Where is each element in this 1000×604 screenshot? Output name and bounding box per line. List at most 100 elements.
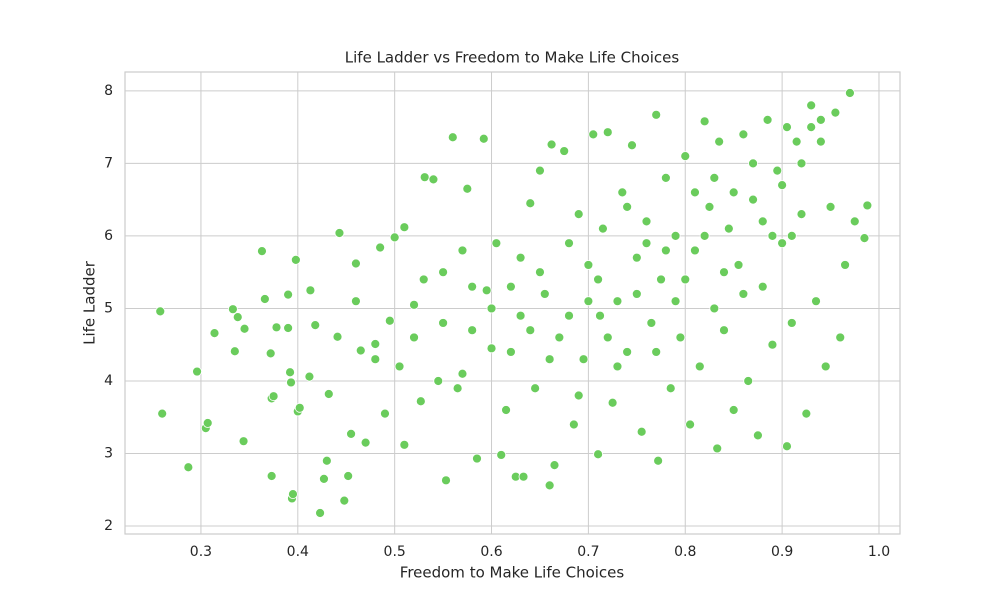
y-tick-label: 7 [104,155,113,171]
point [457,368,468,379]
point [627,140,637,151]
point [415,396,426,407]
x-tick-label: 1.0 [868,544,890,560]
point [777,238,788,249]
point [564,310,574,321]
point [339,495,350,506]
point [259,294,270,304]
point [573,209,584,220]
point [183,462,194,473]
point [441,475,451,486]
point [825,202,836,212]
point [791,136,802,147]
point [535,267,545,278]
point [762,114,773,125]
point [712,443,723,454]
point [496,450,507,460]
point [680,274,691,285]
point [636,426,647,437]
point [428,174,439,185]
point [578,354,589,365]
point [266,471,277,481]
x-tick-label: 0.6 [480,544,502,560]
point [268,391,279,402]
point [782,122,792,133]
point [315,508,325,518]
point [564,238,574,249]
point [452,383,463,394]
point [370,354,381,365]
point [265,348,276,359]
point [622,202,633,212]
point [399,222,410,233]
point [228,304,238,315]
point [815,114,826,125]
point [835,332,846,343]
point [321,455,332,466]
point [568,419,579,430]
point [738,129,749,140]
point [238,436,249,447]
point [583,296,594,307]
point [612,361,623,372]
point [651,109,662,120]
point [202,418,213,428]
point [486,303,497,314]
point [501,405,511,415]
point [786,231,797,241]
point [602,332,613,343]
point [653,455,664,466]
point [283,323,294,333]
point [257,246,267,257]
point [845,88,855,98]
point [355,345,366,356]
point [380,408,390,419]
point [346,429,356,439]
point [283,289,294,300]
point [472,453,482,464]
point [806,122,817,133]
point [394,361,405,372]
point [332,331,343,342]
point [491,238,502,249]
point [748,158,758,169]
point [690,245,700,256]
point [419,172,430,183]
point [481,285,492,296]
point [457,245,468,256]
point [670,231,681,241]
x-tick-label: 0.4 [287,544,309,560]
point [360,437,371,448]
point [862,200,873,211]
point [506,281,516,292]
point [815,136,826,147]
point [651,347,662,357]
point [447,132,458,143]
point [486,343,497,354]
x-tick-label: 0.8 [674,544,696,560]
point [840,260,850,270]
point [418,274,429,285]
point [559,146,570,156]
point [719,267,729,278]
point [334,228,345,238]
x-tick-label: 0.5 [384,544,406,560]
point [598,223,608,234]
point [343,471,354,481]
point [399,439,410,450]
point [665,383,676,394]
point [239,323,250,334]
point [714,136,725,147]
point [157,408,168,419]
point [849,216,860,227]
plot-frame [124,71,901,535]
point [573,390,584,401]
point [467,281,478,292]
point [733,260,744,270]
point [304,371,315,382]
point [602,127,613,138]
point [806,100,817,111]
point [694,361,705,372]
